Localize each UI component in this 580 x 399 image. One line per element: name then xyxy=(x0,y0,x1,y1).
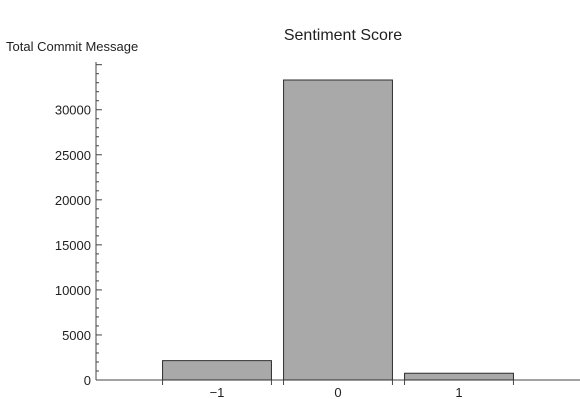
y-tick-label: 30000 xyxy=(55,103,91,118)
x-tick-label: −1 xyxy=(210,385,225,399)
y-ticks: 0 5000 10000 15000 20000 25000 30000 xyxy=(55,64,102,388)
bars xyxy=(162,79,514,381)
bar--1 xyxy=(162,360,272,381)
y-tick-label: 5000 xyxy=(62,328,91,343)
x-tick-label: 0 xyxy=(334,385,341,399)
y-tick-label: 20000 xyxy=(55,193,91,208)
y-axis-label: Total Commit Message xyxy=(6,39,138,54)
x-ticks: −1 0 1 xyxy=(162,380,514,399)
y-tick-label: 25000 xyxy=(55,148,91,163)
bar-0 xyxy=(283,79,393,381)
y-tick-label: 10000 xyxy=(55,283,91,298)
y-tick-label: 0 xyxy=(84,373,91,388)
x-tick-label: 1 xyxy=(455,385,462,399)
bar-1 xyxy=(404,372,514,381)
y-tick-label: 15000 xyxy=(55,238,91,253)
chart-title: Sentiment Score xyxy=(284,27,402,44)
